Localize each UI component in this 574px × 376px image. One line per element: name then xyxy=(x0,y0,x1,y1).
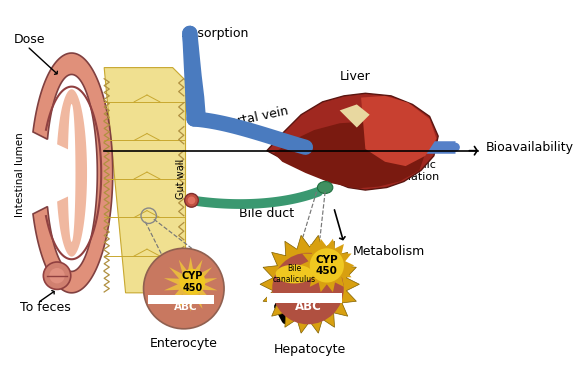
Text: CYP
450: CYP 450 xyxy=(316,255,338,276)
Text: Bile
canaliculus: Bile canaliculus xyxy=(273,264,316,284)
Text: Portal vein: Portal vein xyxy=(222,104,290,130)
Polygon shape xyxy=(300,239,354,292)
Circle shape xyxy=(144,248,224,329)
Text: Metabolism: Metabolism xyxy=(352,245,425,258)
Text: Intestinal lumen: Intestinal lumen xyxy=(15,132,25,217)
Text: Bile duct: Bile duct xyxy=(239,207,294,220)
Text: Dose: Dose xyxy=(14,33,46,46)
Circle shape xyxy=(185,29,195,38)
Text: CYP
450: CYP 450 xyxy=(182,271,203,293)
Polygon shape xyxy=(148,296,214,304)
Text: Gut wall: Gut wall xyxy=(176,159,186,199)
Circle shape xyxy=(310,248,344,282)
Polygon shape xyxy=(33,53,113,293)
Polygon shape xyxy=(260,235,359,333)
Circle shape xyxy=(272,253,344,324)
Polygon shape xyxy=(104,68,185,293)
Text: Enterocyte: Enterocyte xyxy=(150,337,218,350)
Polygon shape xyxy=(267,293,342,303)
Circle shape xyxy=(180,269,205,294)
Circle shape xyxy=(451,143,459,151)
Text: Absorption: Absorption xyxy=(182,27,249,40)
Text: Liver: Liver xyxy=(340,70,370,83)
Text: To feces: To feces xyxy=(20,301,71,314)
Polygon shape xyxy=(57,89,87,257)
Polygon shape xyxy=(267,93,438,190)
Circle shape xyxy=(188,197,195,204)
Polygon shape xyxy=(164,257,218,312)
Circle shape xyxy=(185,194,199,207)
Ellipse shape xyxy=(317,182,333,194)
Text: ABC: ABC xyxy=(174,302,197,312)
Circle shape xyxy=(49,268,65,284)
Ellipse shape xyxy=(276,265,313,284)
Text: Hepatocyte: Hepatocyte xyxy=(274,343,346,355)
Text: Bioavailability: Bioavailability xyxy=(485,141,573,154)
Polygon shape xyxy=(340,105,370,127)
Text: ABC: ABC xyxy=(294,300,321,313)
Polygon shape xyxy=(274,121,425,188)
Circle shape xyxy=(44,262,71,290)
Text: Systemic
circulation: Systemic circulation xyxy=(382,160,440,182)
Polygon shape xyxy=(361,96,436,166)
